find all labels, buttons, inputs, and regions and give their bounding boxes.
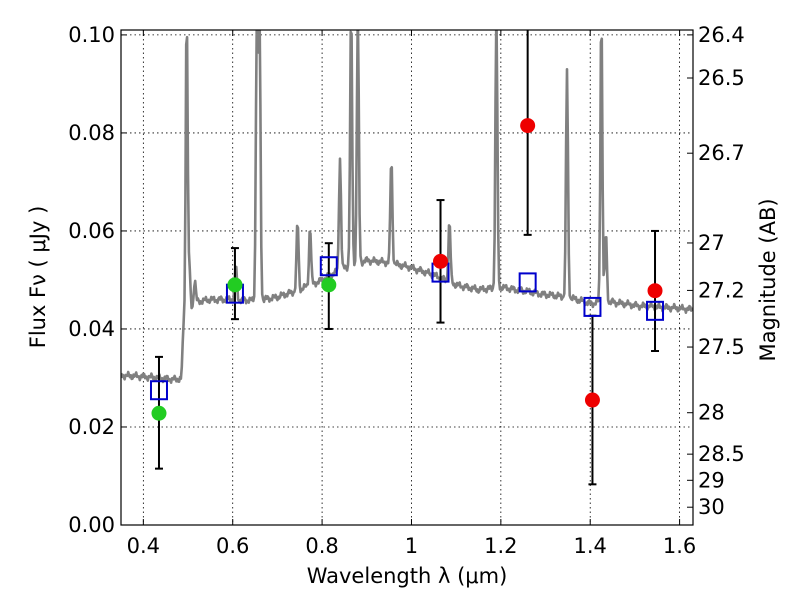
y2-tick-label-8: 29 <box>698 468 725 492</box>
x-tick-label-6: 1.6 <box>663 534 696 558</box>
observed-point-3 <box>433 253 449 269</box>
x-tick-labels: 0.4 0.6 0.8 1 1.2 1.4 1.6 <box>127 534 697 558</box>
x-tick-label-0: 0.4 <box>127 534 160 558</box>
observed-point-6 <box>647 283 663 299</box>
axis-ticks <box>121 30 693 526</box>
model-point-0 <box>149 380 168 401</box>
y-tick-label-1: 0.02 <box>68 415 115 439</box>
y-axis-label: Flux Fν ( μJy ) <box>26 206 50 349</box>
y-tick-labels: 0.00 0.02 0.04 0.06 0.08 0.10 <box>68 23 115 537</box>
y2-axis-label: Magnitude (AB) <box>756 198 780 361</box>
y-tick-label-2: 0.04 <box>68 317 115 341</box>
y2-tick-label-9: 30 <box>698 495 725 519</box>
y2-tick-label-5: 27.5 <box>698 335 745 359</box>
y2-tick-label-0: 26.4 <box>698 23 745 47</box>
spectrum-line <box>121 30 693 384</box>
y2-tick-label-2: 26.7 <box>698 141 745 165</box>
plot-frame <box>120 29 694 526</box>
y-tick-label-5: 0.10 <box>68 23 115 47</box>
model-point-5 <box>583 296 602 317</box>
y2-tick-label-7: 28.5 <box>698 442 745 466</box>
y-tick-label-4: 0.08 <box>68 121 115 145</box>
y2-tick-label-3: 27 <box>698 231 725 255</box>
x-tick-label-5: 1.4 <box>574 534 607 558</box>
observed-points <box>151 118 663 421</box>
model-point-2 <box>319 256 338 277</box>
y-tick-label-0: 0.00 <box>68 513 115 537</box>
x-tick-label-4: 1.2 <box>484 534 517 558</box>
x-tick-label-1: 0.6 <box>216 534 249 558</box>
x-axis-label: Wavelength λ (μm) <box>307 564 508 588</box>
y-tick-label-3: 0.06 <box>68 219 115 243</box>
observed-point-1 <box>227 277 243 293</box>
model-point-6 <box>646 300 665 321</box>
observed-point-0 <box>151 405 167 421</box>
y2-tick-label-4: 27.2 <box>698 278 745 302</box>
model-points <box>149 256 665 401</box>
observed-point-4 <box>520 118 536 134</box>
observed-point-5 <box>584 392 600 408</box>
observed-point-2 <box>321 277 337 293</box>
x-tick-label-3: 1 <box>405 534 418 558</box>
x-tick-label-2: 0.8 <box>305 534 338 558</box>
model-point-4 <box>518 272 537 293</box>
y2-tick-label-6: 28 <box>698 401 725 425</box>
plot-background <box>121 30 693 525</box>
y2-tick-labels: 26.4 26.5 26.7 27 27.2 27.5 28 28.529 30 <box>698 23 745 519</box>
y2-tick-label-1: 26.5 <box>698 66 745 90</box>
